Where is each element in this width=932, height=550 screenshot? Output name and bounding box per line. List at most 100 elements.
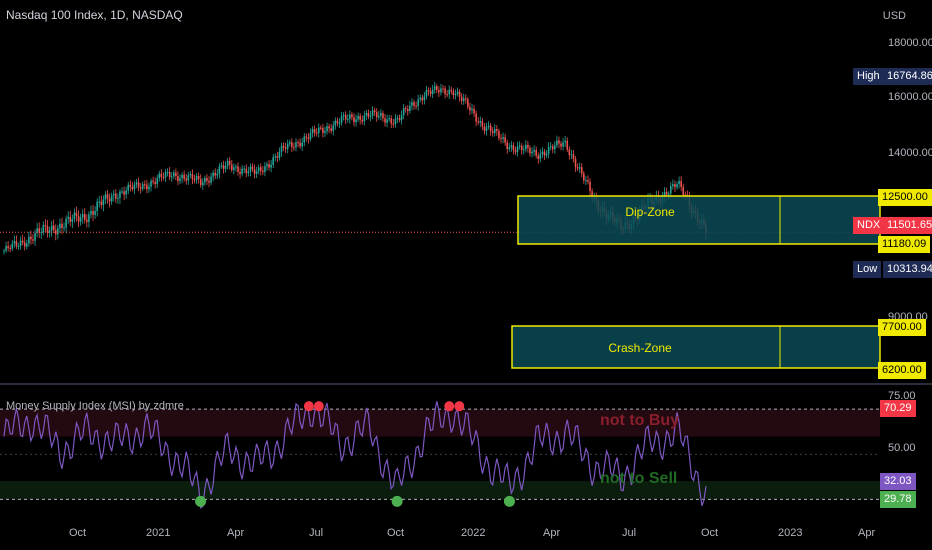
candle-body — [566, 140, 569, 150]
candle-body — [456, 91, 459, 94]
candle-body — [409, 105, 411, 112]
candle-body — [173, 172, 175, 177]
candle-body — [483, 126, 486, 131]
candle-body — [400, 115, 403, 120]
chart-title: Nasdaq 100 Index, 1D, NASDAQ — [6, 8, 183, 22]
candle-body — [676, 184, 678, 188]
candle-body — [23, 242, 26, 247]
candle-body — [160, 173, 163, 177]
candle-body — [52, 225, 55, 230]
candle-body — [291, 142, 293, 148]
candle-body — [233, 167, 235, 170]
candle-body — [222, 165, 225, 169]
candle-body — [201, 182, 204, 186]
candle-body — [100, 201, 103, 206]
candle-body — [280, 145, 283, 153]
overbought-dot — [444, 401, 455, 412]
candle-body — [373, 110, 376, 112]
candle-body — [518, 145, 521, 147]
time-tick-10: Apr — [858, 527, 876, 539]
candle-body — [667, 193, 670, 195]
overbought-dot — [303, 401, 314, 412]
candle-body — [554, 145, 556, 150]
candle-body — [88, 214, 90, 222]
candle-body — [539, 153, 542, 159]
candle-body — [28, 236, 30, 244]
candle-body — [284, 147, 287, 149]
dip-zone-box — [517, 195, 881, 245]
candle-body — [506, 142, 509, 150]
candle-body — [520, 145, 523, 151]
candle-body — [44, 225, 47, 227]
candle-body — [42, 225, 45, 233]
candle-body — [525, 144, 527, 150]
candle-body — [249, 166, 252, 172]
candle-body — [77, 215, 80, 222]
msi-tick-50: 50.00 — [888, 442, 916, 454]
candle-body — [435, 86, 438, 91]
candle-body — [545, 153, 548, 156]
candle-body — [96, 201, 98, 212]
msi-signal-dots — [195, 401, 515, 507]
candle-body — [208, 180, 210, 183]
candle-body — [268, 164, 270, 168]
candle-body — [11, 243, 14, 249]
candle-body — [133, 184, 136, 190]
candle-body — [262, 170, 264, 172]
candle-body — [429, 91, 432, 94]
candle-body — [102, 199, 105, 206]
candle-body — [170, 176, 173, 178]
candle-body — [446, 94, 448, 96]
candle-body — [378, 115, 380, 118]
candle-body — [448, 89, 451, 95]
candle-body — [13, 241, 16, 244]
candle-body — [38, 228, 41, 233]
candle-body — [402, 108, 405, 116]
crash-bottom-tag: 6200.00 — [878, 362, 926, 379]
candle-body — [3, 250, 5, 252]
msi-upper-tag: 70.29 — [880, 400, 916, 417]
candle-body — [336, 120, 339, 124]
candle-body — [485, 127, 488, 131]
candle-body — [297, 142, 299, 144]
candle-body — [479, 121, 482, 123]
time-tick-3: Jul — [309, 527, 324, 539]
candle-body — [187, 175, 190, 181]
candle-body — [175, 172, 177, 176]
candle-body — [104, 194, 107, 200]
candle-body — [317, 127, 320, 133]
candle-body — [543, 151, 546, 156]
candle-body — [216, 173, 219, 176]
candle-body — [502, 137, 504, 140]
candle-body — [193, 179, 196, 181]
candle-body — [272, 157, 275, 165]
candle-body — [154, 182, 156, 184]
candle-body — [67, 216, 69, 219]
candle-body — [144, 184, 146, 186]
candle-body — [54, 229, 57, 235]
candle-body — [94, 211, 96, 215]
candle-body — [183, 174, 185, 179]
candle-body — [305, 136, 308, 138]
candle-body — [245, 168, 248, 174]
candle-body — [388, 118, 390, 120]
candle-body — [98, 201, 101, 203]
candle-body — [324, 131, 326, 133]
candle-body — [591, 191, 593, 198]
time-tick-8: Oct — [701, 527, 719, 539]
price-tick-18000: 18000.00 — [888, 37, 932, 49]
candle-body — [32, 239, 34, 241]
candle-body — [36, 228, 38, 233]
candle-body — [313, 129, 316, 133]
time-tick-1: 2021 — [146, 527, 171, 539]
candle-body — [239, 172, 241, 174]
not-to-buy-label: not to Buy — [600, 412, 680, 429]
candle-body — [177, 175, 179, 182]
candle-body — [535, 149, 537, 156]
candle-body — [481, 121, 484, 127]
candle-body — [427, 90, 430, 92]
candle-body — [264, 166, 266, 172]
candle-body — [127, 184, 130, 191]
candle-body — [522, 149, 525, 151]
